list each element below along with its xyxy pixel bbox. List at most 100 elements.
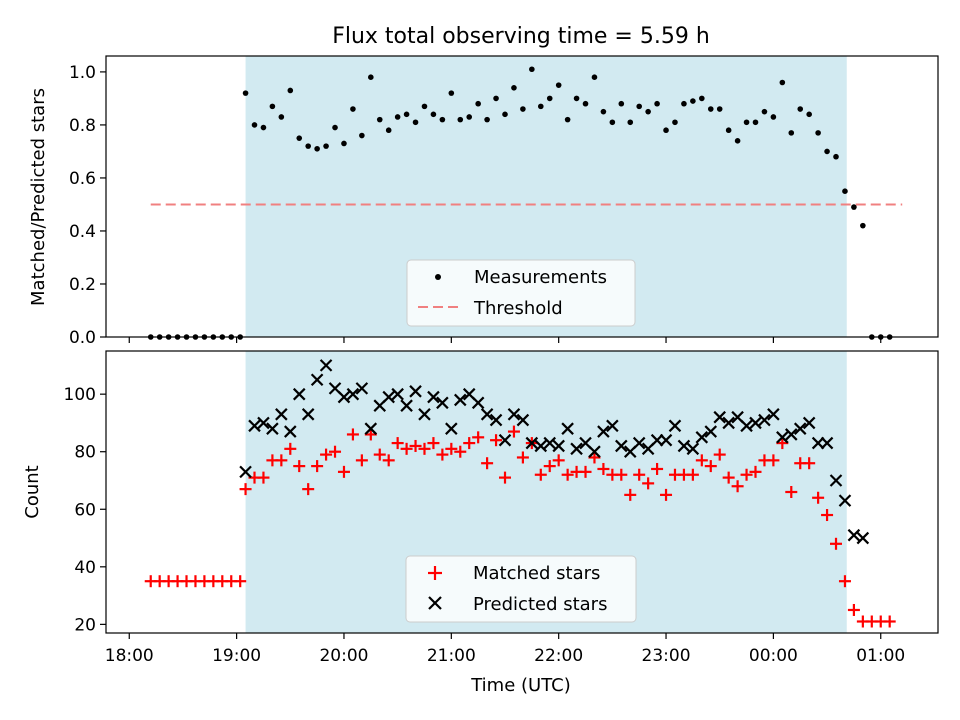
predicted-star-point bbox=[319, 359, 333, 372]
matched-star-point bbox=[382, 454, 395, 467]
legend-threshold-label: Threshold bbox=[473, 298, 563, 319]
top-x-ticks bbox=[128, 337, 882, 343]
matched-star-point bbox=[472, 431, 485, 444]
matched-star-point bbox=[883, 615, 896, 628]
predicted-star-point bbox=[409, 385, 422, 398]
bottom-x-axis-label: Time (UTC) bbox=[470, 675, 571, 696]
predicted-star-point bbox=[534, 439, 548, 453]
matched-star-point bbox=[507, 425, 520, 438]
predicted-star-point bbox=[811, 436, 825, 450]
matched-star-point bbox=[337, 465, 350, 478]
measurement-point bbox=[376, 116, 383, 123]
matched-star-point bbox=[749, 465, 762, 478]
matched-star-point bbox=[543, 460, 556, 473]
measurement-point bbox=[466, 114, 473, 120]
measurement-point bbox=[725, 127, 732, 134]
predicted-star-point bbox=[767, 408, 780, 421]
measurement-point bbox=[493, 95, 499, 102]
predicted-star-point bbox=[543, 436, 557, 450]
matched-star-point bbox=[257, 471, 270, 484]
measurement-point bbox=[314, 145, 320, 152]
measurement-point bbox=[394, 114, 401, 120]
predicted-star-point bbox=[498, 433, 512, 447]
predicted-star-point bbox=[507, 408, 521, 421]
measurement-point bbox=[609, 119, 616, 126]
predicted-star-point bbox=[292, 387, 306, 401]
legend-matched-label: Matched stars bbox=[473, 563, 600, 584]
bottom-legend: Matched stars Predicted stars bbox=[405, 555, 637, 623]
measurement-point bbox=[752, 119, 759, 126]
y-tick-label: 0.0 bbox=[69, 328, 96, 348]
matched-star-point bbox=[436, 448, 449, 461]
matched-star-point bbox=[275, 454, 288, 467]
matched-star-point bbox=[597, 462, 610, 475]
predicted-star-point bbox=[713, 410, 726, 424]
matched-star-point bbox=[481, 457, 494, 470]
legend-measurements-marker bbox=[435, 274, 441, 280]
x-tick-label: 22:00 bbox=[534, 646, 583, 666]
measurement-point bbox=[368, 74, 374, 81]
predicted-star-point bbox=[659, 433, 673, 447]
matched-star-point bbox=[409, 439, 422, 452]
predicted-star-point bbox=[248, 419, 261, 433]
top-legend-box bbox=[406, 259, 636, 327]
measurement-point bbox=[618, 100, 625, 107]
measurement-point bbox=[502, 111, 508, 118]
measurement-point bbox=[520, 106, 526, 112]
predicted-star-point bbox=[239, 465, 252, 479]
measurement-point bbox=[296, 135, 303, 141]
predicted-star-point bbox=[606, 419, 619, 433]
predicted-star-point bbox=[453, 393, 467, 407]
chart-title: Flux total observing time = 5.59 h bbox=[332, 24, 710, 49]
top-panel: 0.0 0.2 0.4 0.6 0.8 1.0 Matched/Predicted sta… bbox=[28, 55, 939, 348]
measurement-point bbox=[600, 108, 607, 115]
predicted-star-point bbox=[668, 419, 682, 433]
measurement-point bbox=[779, 79, 786, 86]
bottom-y-axis: 20 40 60 80 100 bbox=[64, 385, 106, 635]
bottom-x-axis: 18:00 19:00 20:00 21:00 22:00 23:00 00:00 01:00 bbox=[105, 633, 905, 666]
predicted-stars-series bbox=[239, 359, 870, 545]
matched-star-point bbox=[346, 428, 359, 441]
matched-star-point bbox=[534, 468, 547, 481]
matched-star-point bbox=[302, 483, 315, 496]
matched-star-point bbox=[561, 468, 574, 481]
measurement-point bbox=[815, 130, 821, 136]
matched-star-point bbox=[373, 448, 386, 461]
measurement-point bbox=[627, 119, 634, 126]
matched-star-point bbox=[713, 448, 726, 461]
measurement-point bbox=[323, 143, 329, 149]
predicted-star-point bbox=[445, 422, 458, 435]
measurement-point bbox=[359, 132, 365, 139]
measurement-point bbox=[260, 124, 267, 131]
measurement-point bbox=[582, 100, 589, 107]
matched-star-point bbox=[767, 454, 780, 467]
x-tick-label: 18:00 bbox=[105, 646, 154, 666]
matched-star-point bbox=[812, 491, 825, 504]
matched-star-point bbox=[364, 428, 377, 441]
matched-star-point bbox=[642, 477, 655, 490]
measurement-point bbox=[591, 74, 598, 81]
matched-star-point bbox=[740, 468, 753, 481]
measurement-point bbox=[332, 124, 338, 131]
measurement-point bbox=[690, 98, 696, 104]
measurement-point bbox=[475, 100, 481, 107]
measurement-point bbox=[412, 119, 419, 126]
predicted-star-point bbox=[632, 436, 646, 450]
matched-star-point bbox=[785, 486, 798, 498]
y-tick-label: 0.8 bbox=[69, 116, 96, 136]
measurement-point bbox=[716, 106, 723, 112]
predicted-star-point bbox=[516, 413, 530, 427]
matched-star-point bbox=[293, 460, 306, 473]
predicted-star-point bbox=[436, 396, 449, 410]
y-tick-label: 0.4 bbox=[69, 222, 96, 242]
predicted-star-point bbox=[695, 431, 709, 444]
matched-star-point bbox=[821, 509, 834, 522]
predicted-star-point bbox=[597, 425, 610, 438]
measurement-point bbox=[278, 114, 285, 120]
predicted-star-point bbox=[346, 387, 360, 401]
matched-star-point bbox=[490, 434, 503, 447]
predicted-star-point bbox=[391, 387, 404, 401]
measurement-point bbox=[699, 95, 705, 102]
bottom-panel: 20 40 60 80 100 18:00 19:00 20:00 21:00 22:00 23:… bbox=[22, 350, 939, 696]
predicted-star-point bbox=[847, 528, 861, 542]
